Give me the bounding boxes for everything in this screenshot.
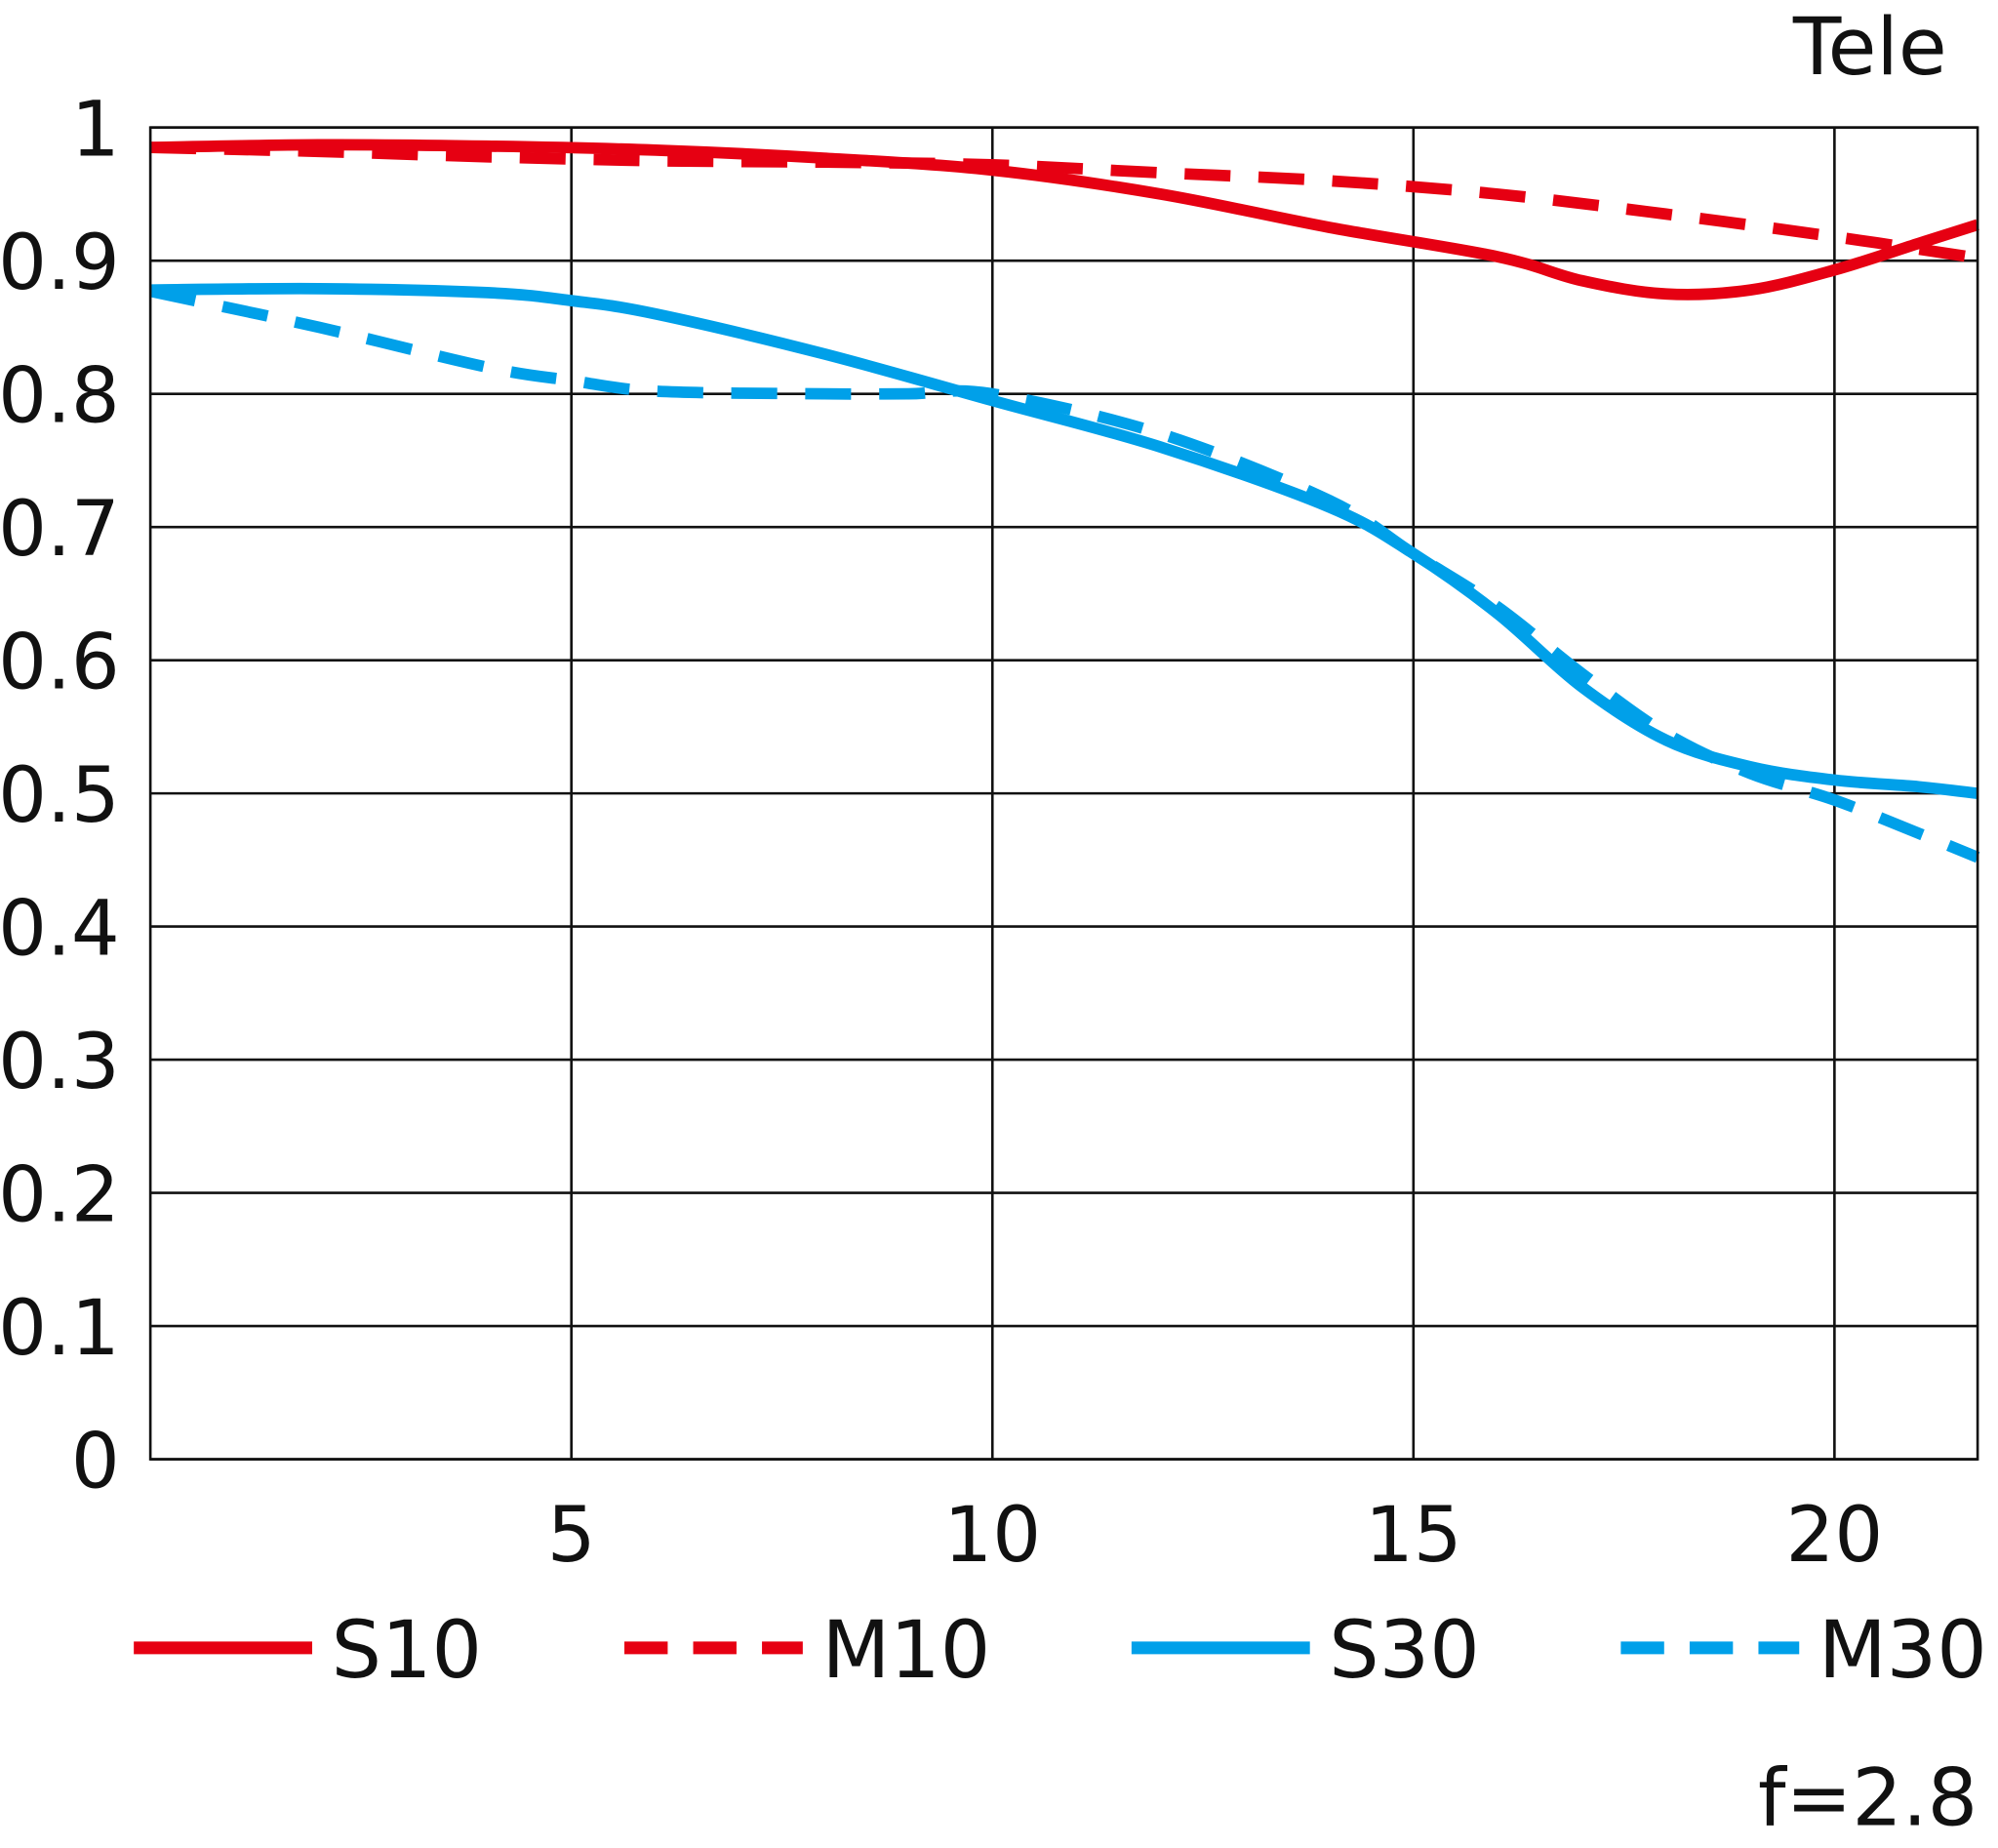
y-tick-label: 0 xyxy=(71,1417,120,1506)
plot-frame xyxy=(148,126,1979,1461)
x-tick-label: 10 xyxy=(943,1491,1041,1580)
y-tick-label: 1 xyxy=(71,85,120,174)
legend-label: M30 xyxy=(1818,1605,1987,1697)
x-tick-label: 15 xyxy=(1365,1491,1462,1580)
legend-label: S30 xyxy=(1329,1605,1479,1697)
legend-label: S10 xyxy=(332,1605,482,1697)
y-tick-label: 0.5 xyxy=(0,751,120,840)
y-tick-label: 0.7 xyxy=(0,485,120,574)
series-line-m30 xyxy=(148,285,1980,864)
legend: S10 M10 S30 M30 xyxy=(134,1605,1987,1697)
grid xyxy=(150,126,1978,1461)
x-tick-label: 20 xyxy=(1786,1491,1884,1580)
series-line-s10 xyxy=(150,139,1979,301)
y-tick-label: 0.6 xyxy=(0,618,120,706)
aperture-annotation: f=2.8 xyxy=(1758,1752,1978,1844)
y-tick-label: 0.8 xyxy=(0,351,120,440)
tick-labels: 00.10.20.30.40.50.60.70.80.915 10 15 20 xyxy=(0,85,1883,1580)
chart-title: Tele xyxy=(1792,2,1947,94)
series-line-m10 xyxy=(149,141,1978,264)
series-lines xyxy=(148,139,1980,864)
y-tick-label: 0.2 xyxy=(0,1150,120,1239)
legend-label: M10 xyxy=(821,1605,990,1697)
y-tick-label: 0.4 xyxy=(0,884,120,973)
y-tick-label: 0.1 xyxy=(0,1284,120,1373)
series-line-s30 xyxy=(150,282,1978,799)
y-tick-label: 0.9 xyxy=(0,219,120,307)
y-tick-label: 0.3 xyxy=(0,1018,120,1106)
x-tick-label: 5 xyxy=(547,1491,596,1580)
